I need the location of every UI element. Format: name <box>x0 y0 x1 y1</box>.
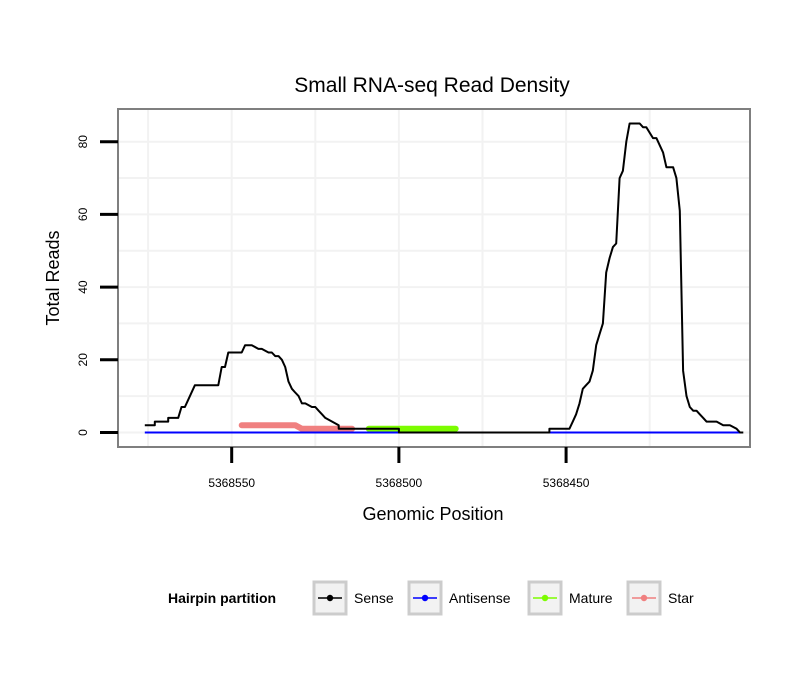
legend-key-point <box>541 594 549 602</box>
legend-label: Mature <box>569 590 613 606</box>
y-tick-label: 80 <box>76 135 90 149</box>
legend-key-point <box>421 594 429 602</box>
x-tick-label: 5368550 <box>208 476 255 490</box>
series-layer <box>144 122 744 434</box>
x-axis: 5368550 5368500 5368450 <box>208 447 590 490</box>
legend-label: Sense <box>354 590 394 606</box>
legend-label: Antisense <box>449 590 511 606</box>
legend-item-star: Star <box>626 580 694 616</box>
x-tick-label: 5368450 <box>543 476 590 490</box>
y-tick-label: 20 <box>76 353 90 367</box>
x-axis-title: Genomic Position <box>362 504 503 524</box>
legend-item-antisense: Antisense <box>407 580 511 616</box>
legend-key-point <box>640 594 648 602</box>
legend-title: Hairpin partition <box>168 590 276 606</box>
legend-label: Star <box>668 590 694 606</box>
plot-panel-border <box>117 108 751 448</box>
series-line-star <box>238 422 356 432</box>
chart-title: Small RNA-seq Read Density <box>294 74 570 97</box>
y-tick-label: 40 <box>76 280 90 294</box>
legend-key-point <box>326 594 334 602</box>
y-tick-label: 60 <box>76 207 90 221</box>
x-tick-label: 5368500 <box>376 476 423 490</box>
y-axis: 0 20 40 60 80 <box>76 135 118 436</box>
legend-item-sense: Sense <box>312 580 394 616</box>
legend-item-mature: Mature <box>527 580 613 616</box>
y-tick-label: 0 <box>76 429 90 436</box>
grid <box>118 109 750 447</box>
y-axis-title: Total Reads <box>43 230 63 325</box>
legend: Hairpin partition Sense Antisense Mature St… <box>168 580 694 616</box>
series-line-sense <box>144 122 744 434</box>
